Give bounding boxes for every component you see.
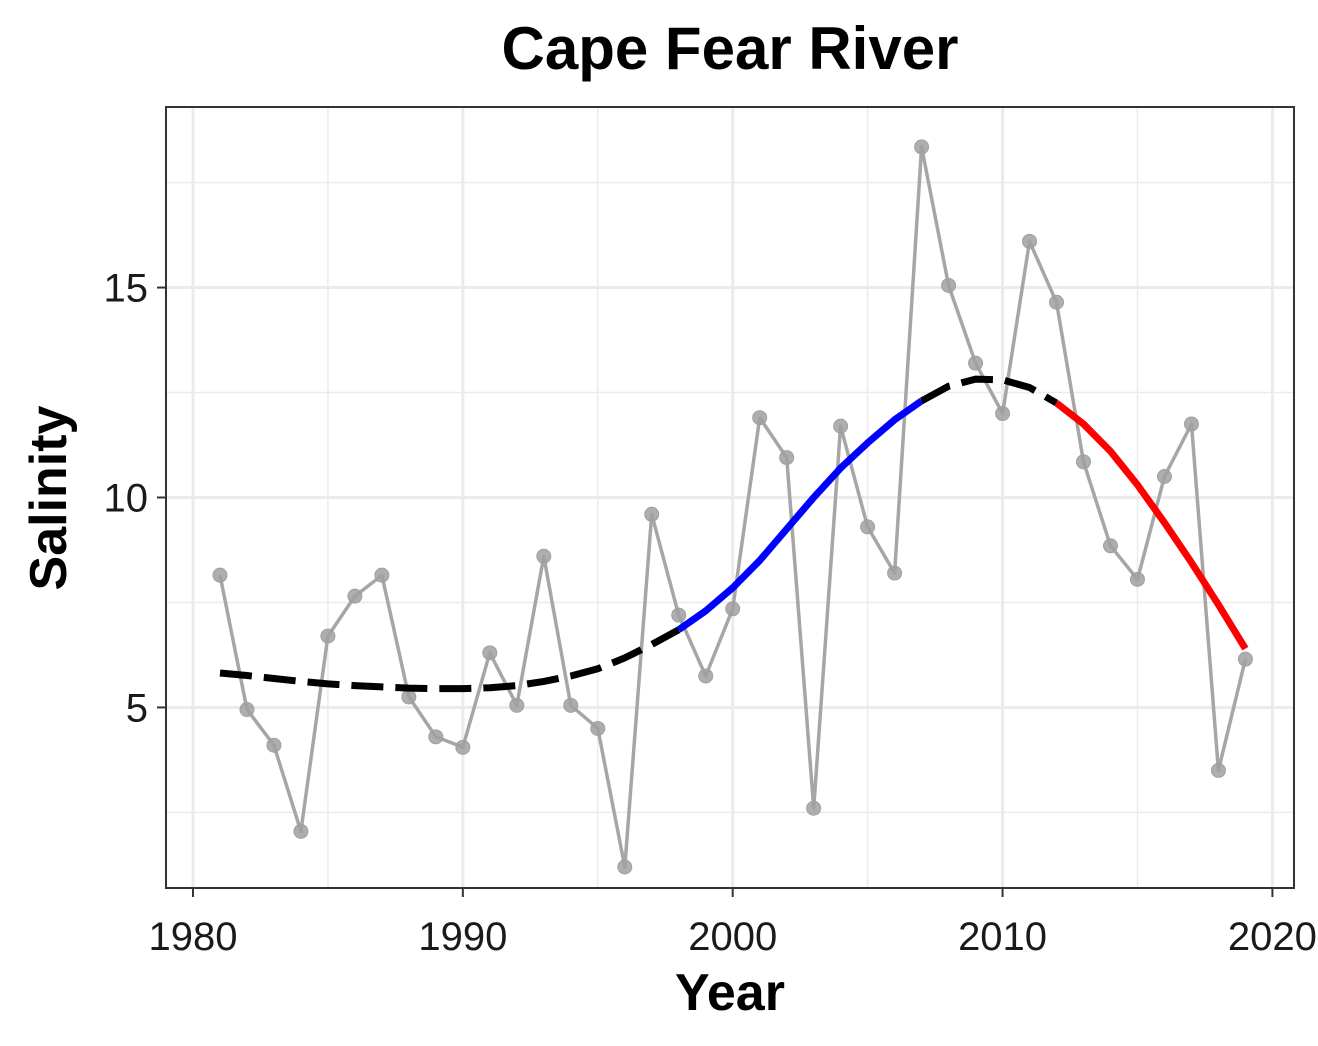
observed-point xyxy=(482,645,498,661)
observed-point xyxy=(860,519,876,535)
y-axis: 5 10 15 xyxy=(104,267,166,730)
observed-point xyxy=(455,739,471,755)
observed-point xyxy=(536,548,552,564)
chart-title: Cape Fear River xyxy=(502,15,959,82)
observed-point xyxy=(239,702,255,718)
observed-point xyxy=(1156,469,1172,485)
observed-point xyxy=(293,823,309,839)
trend-segment-no-change xyxy=(919,375,1059,407)
observed-point xyxy=(428,729,444,745)
observed-point xyxy=(833,418,849,434)
observed-point xyxy=(941,277,957,293)
x-tick-label: 1990 xyxy=(418,915,507,959)
observed-point xyxy=(1022,233,1038,249)
observed-point xyxy=(779,450,795,466)
observed-point xyxy=(1049,294,1065,310)
x-axis-title: Year xyxy=(675,964,785,1022)
observed-point xyxy=(995,406,1011,422)
trend-segment-decrease xyxy=(1054,400,1249,651)
observed-point xyxy=(374,567,390,583)
x-tick-label: 2020 xyxy=(1228,915,1317,959)
observed-point xyxy=(1237,651,1253,667)
observed-point xyxy=(347,588,363,604)
observed-point xyxy=(320,628,336,644)
observed-point xyxy=(698,668,714,684)
y-tick-label: 10 xyxy=(104,477,149,521)
observed-point xyxy=(1129,571,1145,587)
observed-point xyxy=(1210,762,1226,778)
x-axis: 1980 1990 2000 2010 2020 xyxy=(148,888,1317,959)
observed-point xyxy=(1183,416,1199,432)
x-tick-label: 2010 xyxy=(958,915,1047,959)
observed-point xyxy=(617,859,633,875)
trend-series xyxy=(219,375,1249,693)
observed-point xyxy=(725,601,741,617)
observed-point xyxy=(806,800,822,816)
observed-point xyxy=(671,607,687,623)
y-axis-title: Salinity xyxy=(20,405,78,590)
observed-point xyxy=(644,506,660,522)
observed-point xyxy=(266,737,282,753)
observed-point xyxy=(887,565,903,581)
trend-segment-increase xyxy=(676,398,924,633)
observed-point xyxy=(212,567,228,583)
observed-point xyxy=(1102,538,1118,554)
y-tick-label: 5 xyxy=(126,686,148,730)
x-tick-label: 1980 xyxy=(148,915,237,959)
observed-series xyxy=(212,139,1253,875)
observed-point xyxy=(968,355,984,371)
major-gridlines xyxy=(166,107,1294,888)
y-tick-label: 15 xyxy=(104,267,149,311)
observed-point xyxy=(590,720,606,736)
observed-point xyxy=(752,410,768,426)
observed-point xyxy=(1076,454,1092,470)
observed-point xyxy=(914,139,930,155)
trend-segment-no-change xyxy=(219,626,681,693)
x-tick-label: 2000 xyxy=(688,915,777,959)
observed-point xyxy=(509,697,525,713)
observed-point xyxy=(563,697,579,713)
observed-point xyxy=(401,689,417,705)
